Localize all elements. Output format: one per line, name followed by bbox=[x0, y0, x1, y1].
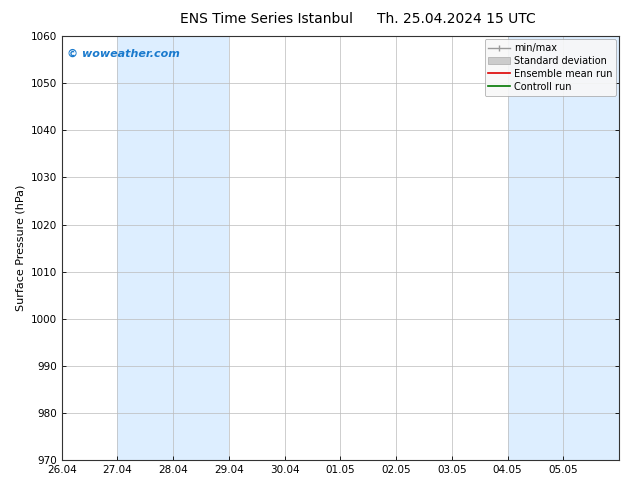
Text: ENS Time Series Istanbul: ENS Time Series Istanbul bbox=[180, 12, 353, 26]
Text: Th. 25.04.2024 15 UTC: Th. 25.04.2024 15 UTC bbox=[377, 12, 536, 26]
Text: © woweather.com: © woweather.com bbox=[67, 49, 180, 59]
Legend: min/max, Standard deviation, Ensemble mean run, Controll run: min/max, Standard deviation, Ensemble me… bbox=[484, 39, 616, 96]
Y-axis label: Surface Pressure (hPa): Surface Pressure (hPa) bbox=[15, 185, 25, 311]
Bar bbox=[117, 36, 229, 460]
Bar bbox=[508, 36, 619, 460]
